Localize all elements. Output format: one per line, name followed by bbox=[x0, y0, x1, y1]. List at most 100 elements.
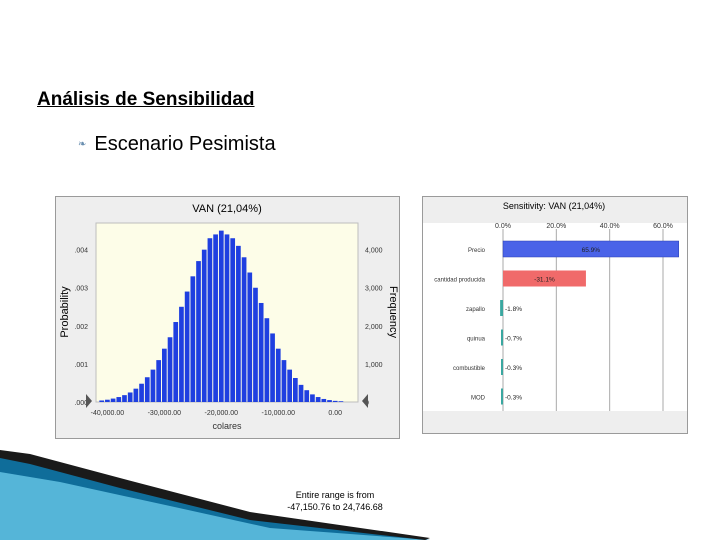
histogram-bar bbox=[241, 257, 247, 402]
sensitivity-bar bbox=[500, 300, 503, 316]
range-note: Entire range is from -47,150.76 to 24,74… bbox=[270, 489, 400, 513]
sensitivity-category-label: MOD bbox=[471, 396, 486, 402]
histogram-bar bbox=[167, 337, 173, 402]
histogram-x-tick-label: 0.00 bbox=[328, 410, 342, 417]
histogram-bar bbox=[287, 369, 292, 402]
histogram-right-tick-label: 3,000 bbox=[365, 286, 383, 293]
histogram-left-tick-label: .002 bbox=[74, 324, 88, 331]
histogram-chart-panel: VAN (21,04%) .000.001.002.003.004 01,000… bbox=[55, 196, 400, 439]
sensitivity-category-label: zapallo bbox=[466, 307, 486, 313]
histogram-y-label-frequency: Frequency bbox=[387, 286, 399, 338]
histogram-bar bbox=[190, 276, 196, 402]
sensitivity-bar bbox=[501, 359, 503, 375]
histogram-bar bbox=[99, 400, 105, 402]
histogram-bar bbox=[122, 395, 127, 402]
sensitivity-chart-panel: Sensitivity: VAN (21,04%) 0.0% 20.0% 40.0%… bbox=[422, 196, 688, 434]
histogram-bar bbox=[173, 322, 179, 402]
sensitivity-value-label: -0.7% bbox=[505, 336, 522, 343]
histogram-x-tick-label: -40,000.00 bbox=[91, 410, 125, 417]
sensitivity-value-label: -31.1% bbox=[534, 277, 555, 284]
histogram-bar bbox=[224, 234, 230, 402]
sensitivity-value-label: -0.3% bbox=[505, 365, 522, 372]
histogram-bar bbox=[184, 291, 190, 402]
sensitivity-x-tick-label: 60.0% bbox=[653, 223, 673, 230]
sensitivity-bar bbox=[502, 240, 679, 258]
histogram-bar bbox=[321, 398, 327, 402]
sensitivity-gridlines bbox=[502, 229, 664, 411]
histogram-bar bbox=[139, 383, 144, 402]
sensitivity-category-labels: Precio cantidad producida zapallo quinua com… bbox=[434, 248, 485, 402]
histogram-left-tick-label: .004 bbox=[74, 248, 88, 255]
histogram-x-tick-label: -30,000.00 bbox=[148, 410, 182, 417]
right-range-slider-handle[interactable] bbox=[362, 394, 368, 408]
histogram-title: VAN (21,04%) bbox=[192, 203, 262, 215]
histogram-bar bbox=[156, 360, 161, 402]
histogram-bar bbox=[236, 245, 241, 402]
sensitivity-value-label: -0.3% bbox=[505, 395, 522, 402]
decorative-swoosh bbox=[0, 450, 430, 540]
histogram-bar bbox=[247, 272, 253, 402]
histogram-bar bbox=[293, 378, 298, 402]
histogram-bar bbox=[327, 400, 332, 402]
sensitivity-x-axis: 0.0% 20.0% 40.0% 60.0% bbox=[495, 223, 673, 230]
histogram-bar bbox=[179, 306, 184, 402]
histogram-bar bbox=[264, 318, 270, 402]
histogram-bar bbox=[150, 369, 156, 402]
histogram-bar bbox=[144, 377, 150, 402]
sensitivity-x-tick-label: 20.0% bbox=[546, 223, 566, 230]
histogram-left-tick-label: .003 bbox=[74, 286, 88, 293]
histogram-x-axis: -40,000.00 -30,000.00 -20,000.00 -10,000.00… bbox=[91, 410, 342, 417]
histogram-bar bbox=[332, 400, 338, 402]
sensitivity-bars: 65.9% -31.1% -1.8% -0.7% -0.3% -0.3% bbox=[500, 240, 679, 405]
histogram-bar bbox=[304, 390, 310, 402]
histogram-bar bbox=[230, 238, 236, 402]
histogram-x-tick-label: -10,000.00 bbox=[262, 410, 296, 417]
histogram-bar bbox=[105, 399, 110, 402]
left-range-slider-handle[interactable] bbox=[86, 394, 92, 408]
histogram-bar bbox=[201, 249, 207, 402]
histogram-right-tick-label: 4,000 bbox=[365, 248, 383, 255]
sensitivity-category-label: Precio bbox=[468, 248, 486, 254]
histogram-bar bbox=[218, 230, 224, 402]
bullet-item: ❧ Escenario Pesimista bbox=[78, 133, 276, 156]
histogram-bar bbox=[110, 398, 116, 402]
range-note-line-2: -47,150.76 to 24,746.68 bbox=[287, 502, 383, 512]
histogram-bars bbox=[99, 230, 344, 402]
histogram-bar bbox=[116, 397, 122, 402]
histogram-y-label-probability: Probability bbox=[59, 286, 71, 338]
sensitivity-title: Sensitivity: VAN (21,04%) bbox=[503, 201, 605, 211]
histogram-bar bbox=[315, 397, 321, 402]
histogram-bar bbox=[162, 348, 167, 402]
histogram-left-tick-label: .000 bbox=[74, 400, 88, 407]
sensitivity-value-label: 65.9% bbox=[582, 247, 601, 254]
bullet-marker-icon: ❧ bbox=[78, 139, 87, 150]
sensitivity-x-tick-label: 40.0% bbox=[600, 223, 620, 230]
histogram-bar bbox=[310, 394, 315, 402]
histogram-right-tick-label: 1,000 bbox=[365, 362, 383, 369]
sensitivity-value-label: -1.8% bbox=[505, 306, 522, 313]
histogram-bar bbox=[127, 392, 133, 402]
histogram-bar bbox=[196, 261, 201, 402]
slide-heading: Análisis de Sensibilidad bbox=[37, 89, 255, 110]
sensitivity-bar bbox=[501, 388, 503, 405]
histogram-bar bbox=[258, 302, 264, 402]
histogram-bar bbox=[281, 360, 287, 402]
histogram-x-tick-label: -20,000.00 bbox=[205, 410, 239, 417]
sensitivity-bar bbox=[501, 329, 503, 346]
sensitivity-bar bbox=[503, 270, 586, 287]
histogram-x-label: colares bbox=[212, 421, 242, 431]
histogram-bar bbox=[253, 287, 258, 402]
histogram-bar bbox=[133, 388, 139, 402]
histogram-left-tick-label: .001 bbox=[74, 362, 88, 369]
histogram-svg: VAN (21,04%) .000.001.002.003.004 01,000… bbox=[59, 203, 399, 431]
histogram-bar bbox=[275, 348, 281, 402]
histogram-bar bbox=[207, 238, 213, 402]
sensitivity-x-tick-label: 0.0% bbox=[495, 223, 511, 230]
histogram-bar bbox=[298, 384, 304, 402]
sensitivity-category-label: quinua bbox=[467, 337, 486, 343]
histogram-bar bbox=[213, 234, 218, 402]
sensitivity-category-label: combustible bbox=[453, 366, 486, 372]
range-note-line-1: Entire range is from bbox=[295, 490, 375, 500]
histogram-left-axis: .000 .001 .002 .003 .004 bbox=[74, 248, 88, 407]
